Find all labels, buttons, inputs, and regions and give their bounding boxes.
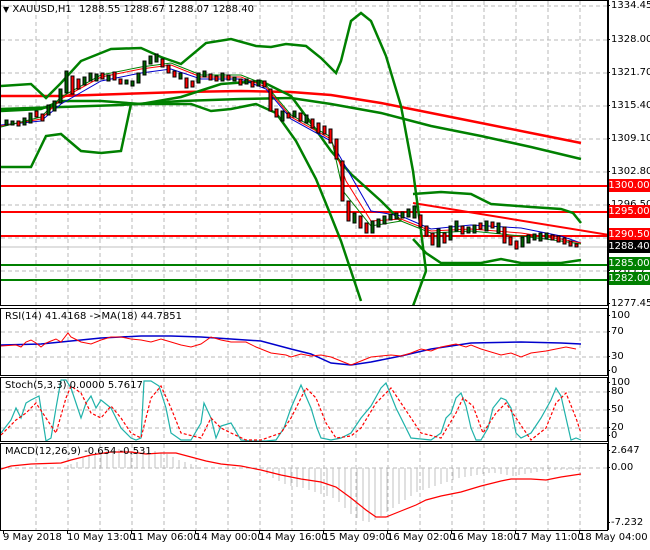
rsi-tick: 0: [606, 365, 618, 376]
rsi-axis: 100 70 30 0: [606, 308, 650, 376]
time-label: 14 May 16:00: [259, 532, 328, 543]
price-tick: 1309.10: [606, 133, 650, 144]
stoch-tick: 50: [607, 404, 624, 415]
stoch-tick: 0: [606, 430, 618, 441]
time-label: 11 May 06:00: [131, 532, 200, 543]
collapse-triangle-icon[interactable]: ▼: [3, 5, 10, 14]
price-tick: 1334.45: [606, 0, 650, 11]
stoch-tick: 80: [607, 386, 624, 397]
level-tag-1295: 1295.00: [608, 205, 650, 218]
time-label: 14 May 00:00: [195, 532, 264, 543]
level-tag-1285: 1285.00: [608, 257, 650, 270]
axis-divider: [608, 0, 609, 530]
macd-tick: 0.00: [606, 462, 634, 473]
macd-pane[interactable]: MACD(12,26,9) -0.654 -0.531: [0, 443, 608, 531]
time-label: 16 May 18:00: [451, 532, 520, 543]
rsi-tick: 70: [607, 326, 624, 337]
rsi-label: RSI(14) 41.4168 ->MA(18) 44.7851: [5, 311, 182, 322]
rsi-tick: 30: [607, 351, 624, 362]
level-tag-1282: 1282.00: [608, 272, 650, 285]
price-axis[interactable]: 1334.45 1328.00 1321.70 1315.40 1309.10 …: [606, 0, 650, 309]
rsi-pane[interactable]: RSI(14) 41.4168 ->MA(18) 44.7851: [0, 308, 608, 376]
time-label: 17 May 11:00: [515, 532, 584, 543]
macd-svg: [1, 444, 607, 530]
price-tick: 1328.00: [606, 34, 650, 45]
time-label: 18 May 04:00: [579, 532, 648, 543]
stoch-label: Stoch(5,3,3) 0.0000 5.7617: [5, 380, 143, 391]
macd-tick: -7.232: [606, 517, 644, 528]
stoch-axis: 100 80 50 20 0: [606, 377, 650, 442]
price-tick: 1302.80: [606, 166, 650, 177]
macd-label: MACD(12,26,9) -0.654 -0.531: [5, 446, 152, 457]
ohlc-values: 1288.55 1288.67 1288.07 1288.40: [78, 4, 254, 15]
time-label: 16 May 02:00: [387, 532, 456, 543]
macd-axis: 2.647 0.00 -7.232: [606, 443, 650, 531]
time-axis[interactable]: 9 May 2018 10 May 13:00 11 May 06:00 14 …: [0, 530, 650, 550]
level-tag-1290-5: 1290.50: [608, 228, 650, 241]
time-label: 9 May 2018: [3, 532, 62, 543]
time-label: 10 May 13:00: [67, 532, 136, 543]
level-tag-1300: 1300.00: [608, 179, 650, 192]
symbol-label: XAUUSD,H1: [12, 4, 72, 15]
stoch-svg: [1, 378, 607, 441]
price-chart-pane[interactable]: ▼ XAUUSD,H1 1288.55 1288.67 1288.07 1288…: [0, 0, 608, 306]
rsi-tick: 100: [606, 310, 631, 321]
rsi-svg: [1, 309, 607, 375]
macd-tick: 2.647: [607, 445, 640, 456]
price-tick: 1321.70: [606, 67, 650, 78]
stochastic-pane[interactable]: Stoch(5,3,3) 0.0000 5.7617: [0, 377, 608, 442]
price-tick: 1315.40: [606, 100, 650, 111]
time-label: 15 May 09:00: [323, 532, 392, 543]
price-chart-svg: [1, 1, 607, 305]
chart-header: ▼ XAUUSD,H1 1288.55 1288.67 1288.07 1288…: [3, 4, 254, 15]
current-price-tag: 1288.40: [608, 240, 650, 253]
